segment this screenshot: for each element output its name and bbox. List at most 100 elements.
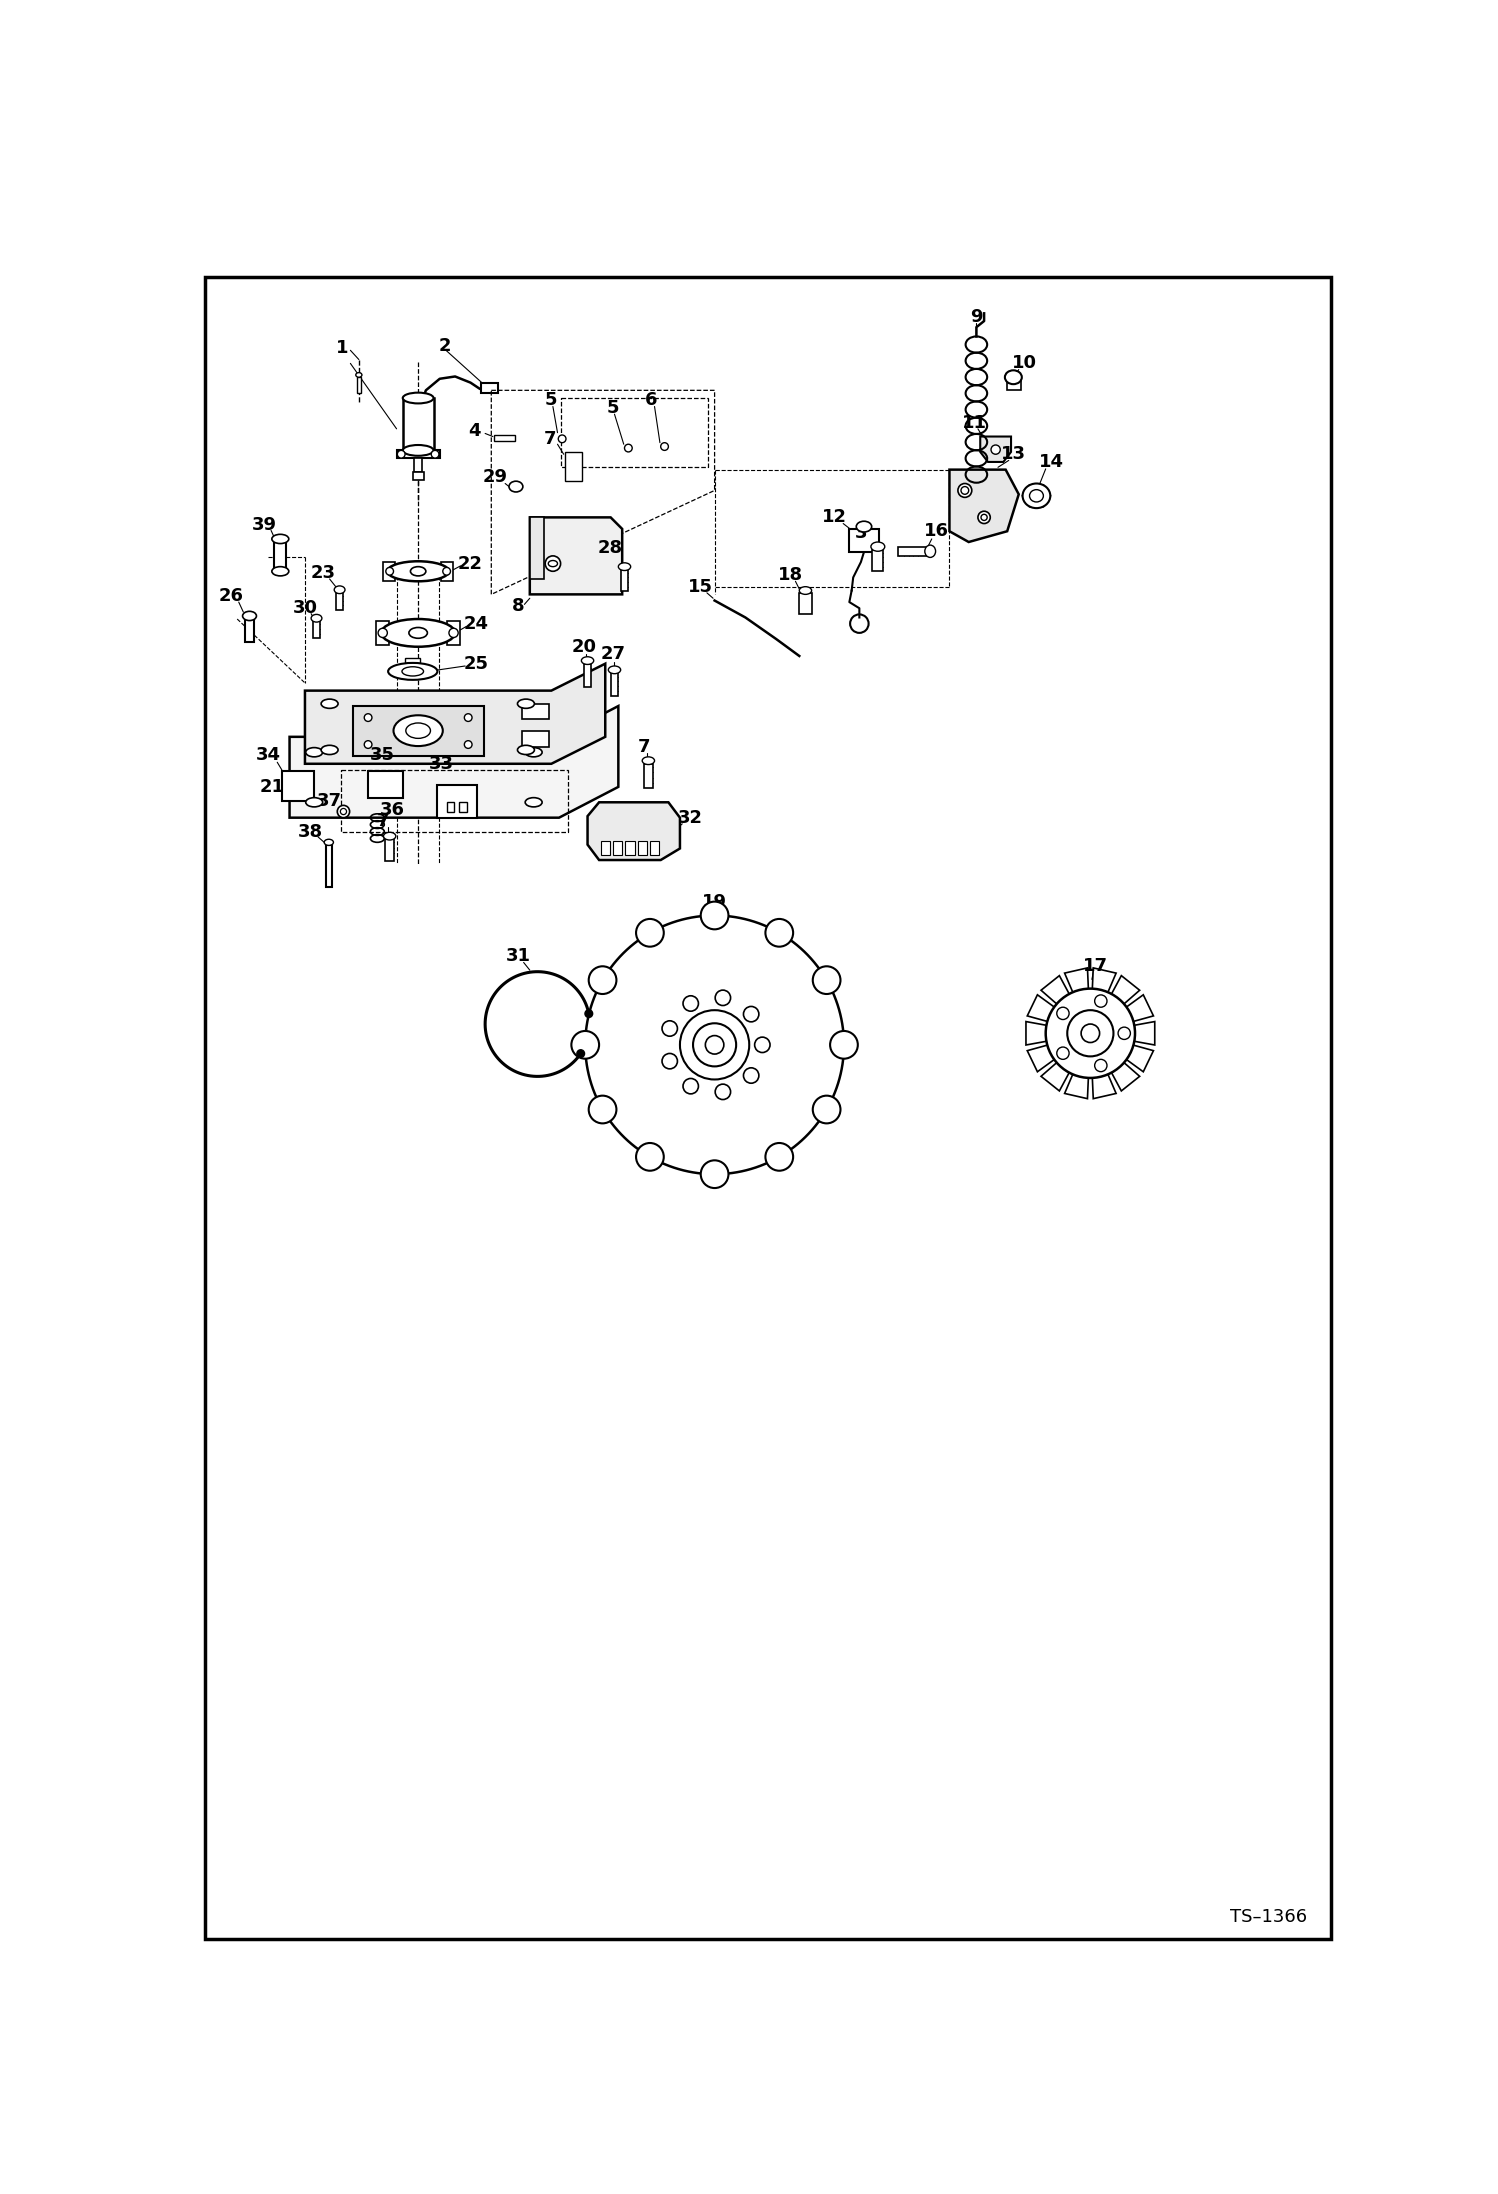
- Polygon shape: [352, 706, 484, 757]
- Ellipse shape: [409, 627, 427, 638]
- Bar: [494, 434, 515, 441]
- Circle shape: [957, 483, 972, 498]
- Text: 10: 10: [1011, 355, 1037, 373]
- Ellipse shape: [619, 564, 631, 570]
- Polygon shape: [306, 663, 605, 764]
- Ellipse shape: [526, 748, 542, 757]
- Text: 36: 36: [380, 801, 406, 818]
- Polygon shape: [1028, 1044, 1055, 1073]
- Text: 23: 23: [312, 564, 336, 581]
- Ellipse shape: [334, 586, 345, 595]
- Ellipse shape: [517, 700, 535, 709]
- Circle shape: [571, 1031, 599, 1060]
- Circle shape: [694, 1022, 736, 1066]
- Bar: [274, 540, 286, 573]
- Ellipse shape: [401, 667, 424, 676]
- Text: 5: 5: [607, 399, 619, 417]
- Bar: [313, 621, 321, 638]
- Text: 3: 3: [855, 524, 867, 542]
- Bar: [800, 592, 812, 614]
- Bar: [601, 840, 610, 856]
- Bar: [644, 764, 653, 788]
- Bar: [325, 845, 333, 886]
- Text: 35: 35: [370, 746, 394, 764]
- Polygon shape: [950, 470, 1019, 542]
- Circle shape: [1056, 1007, 1070, 1020]
- Text: 11: 11: [962, 415, 987, 432]
- Text: 7: 7: [638, 737, 650, 757]
- Text: 27: 27: [601, 645, 626, 663]
- Ellipse shape: [1023, 483, 1050, 509]
- Circle shape: [701, 902, 728, 930]
- Text: 32: 32: [677, 810, 703, 827]
- Polygon shape: [1023, 485, 1050, 507]
- Circle shape: [662, 1053, 677, 1068]
- Bar: [397, 450, 440, 459]
- Circle shape: [364, 742, 372, 748]
- Bar: [282, 772, 315, 801]
- Circle shape: [589, 965, 616, 994]
- Text: 5: 5: [545, 391, 557, 410]
- Bar: [638, 840, 647, 856]
- Circle shape: [377, 627, 388, 638]
- Circle shape: [743, 1007, 759, 1022]
- Ellipse shape: [383, 832, 395, 840]
- Bar: [403, 397, 433, 450]
- Circle shape: [683, 996, 698, 1011]
- Ellipse shape: [1029, 489, 1044, 502]
- Text: 33: 33: [428, 755, 454, 772]
- Circle shape: [706, 1036, 724, 1053]
- Circle shape: [589, 1095, 616, 1123]
- Bar: [611, 674, 619, 695]
- Polygon shape: [442, 562, 452, 581]
- Circle shape: [577, 1049, 584, 1058]
- Ellipse shape: [388, 663, 437, 680]
- Text: 14: 14: [1040, 452, 1065, 472]
- Circle shape: [584, 1009, 593, 1018]
- Text: 2: 2: [439, 338, 451, 355]
- Polygon shape: [448, 621, 460, 645]
- Text: 22: 22: [458, 555, 482, 573]
- Text: 15: 15: [688, 577, 713, 597]
- Text: 7: 7: [544, 430, 556, 448]
- Ellipse shape: [509, 480, 523, 491]
- Circle shape: [683, 1079, 698, 1095]
- Polygon shape: [1134, 1022, 1155, 1044]
- Polygon shape: [1065, 1075, 1089, 1099]
- Ellipse shape: [870, 542, 885, 551]
- Polygon shape: [980, 437, 1011, 463]
- Ellipse shape: [526, 799, 542, 807]
- Bar: [481, 382, 499, 393]
- Bar: [849, 529, 879, 553]
- Text: 1: 1: [337, 340, 349, 358]
- Bar: [625, 840, 635, 856]
- Bar: [897, 546, 927, 555]
- Ellipse shape: [857, 522, 872, 531]
- Circle shape: [637, 919, 664, 946]
- Bar: [369, 772, 403, 799]
- Polygon shape: [376, 621, 389, 645]
- Polygon shape: [1092, 968, 1116, 992]
- Ellipse shape: [517, 746, 535, 755]
- Circle shape: [830, 1031, 858, 1060]
- Text: 12: 12: [821, 509, 846, 527]
- Circle shape: [765, 919, 792, 946]
- Ellipse shape: [321, 700, 339, 709]
- Text: 8: 8: [512, 597, 524, 614]
- Bar: [650, 840, 659, 856]
- Circle shape: [813, 965, 840, 994]
- Ellipse shape: [800, 586, 812, 595]
- Circle shape: [992, 445, 1001, 454]
- Bar: [523, 731, 550, 746]
- Text: 34: 34: [256, 746, 280, 764]
- Ellipse shape: [406, 724, 430, 739]
- Circle shape: [340, 807, 346, 814]
- Ellipse shape: [271, 535, 289, 544]
- Polygon shape: [1112, 1062, 1140, 1090]
- Circle shape: [1095, 994, 1107, 1007]
- Circle shape: [1056, 1047, 1070, 1060]
- Circle shape: [449, 627, 458, 638]
- Text: 37: 37: [318, 792, 342, 810]
- Ellipse shape: [581, 656, 593, 665]
- Bar: [613, 840, 622, 856]
